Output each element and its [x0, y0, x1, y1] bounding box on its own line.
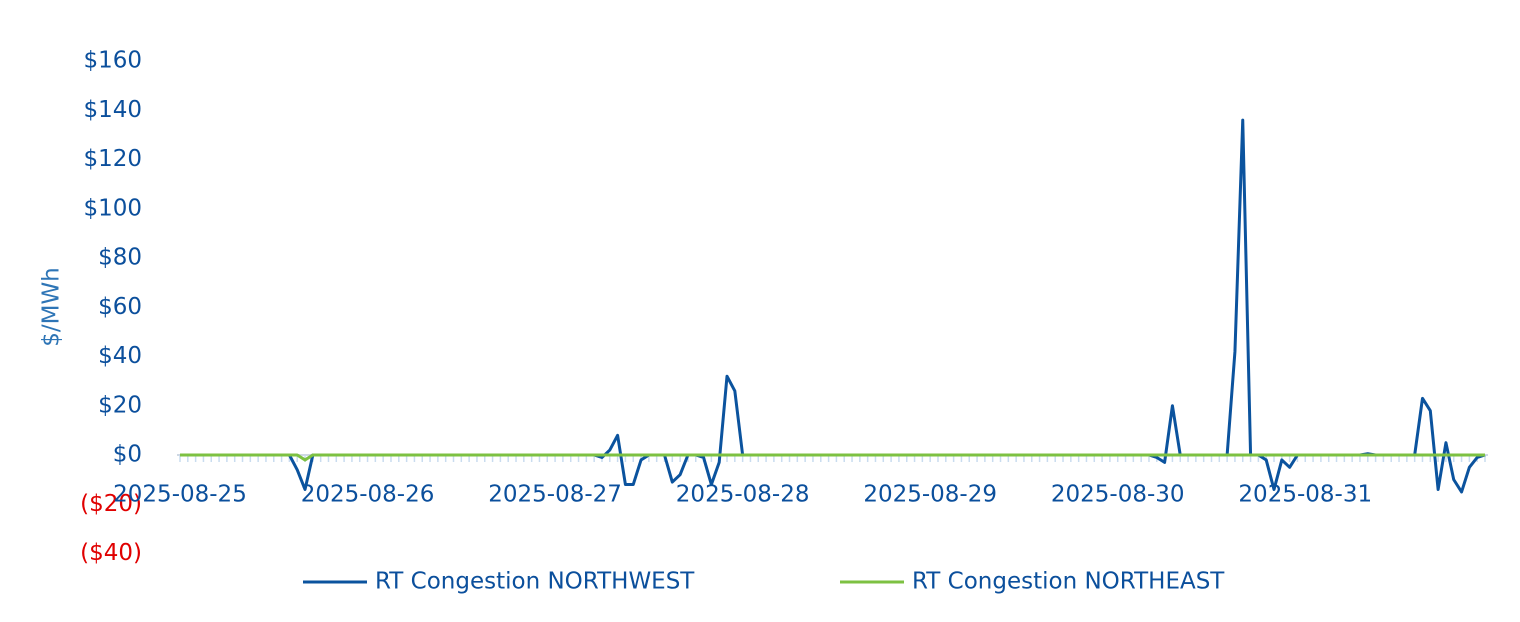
x-tick-label: 2025-08-28 [676, 482, 810, 508]
x-tick-label: 2025-08-27 [488, 482, 622, 508]
x-tick-label: 2025-08-25 [113, 482, 247, 508]
x-tick-label: 2025-08-30 [1051, 482, 1185, 508]
y-tick-label: $100 [83, 195, 142, 221]
y-tick-label: ($40) [80, 540, 142, 566]
x-tick-label: 2025-08-31 [1238, 482, 1372, 508]
y-tick-label: $60 [98, 294, 142, 320]
y-axis-title: $/MWh [39, 267, 65, 347]
y-tick-label: $40 [98, 343, 142, 369]
legend-label: RT Congestion NORTHWEST [375, 569, 695, 595]
y-tick-label: $20 [98, 392, 142, 418]
y-tick-label: $0 [113, 442, 142, 468]
y-tick-label: ($20) [80, 491, 142, 517]
y-tick-label: $140 [83, 97, 142, 123]
series-line [180, 453, 1485, 462]
legend-label: RT Congestion NORTHEAST [912, 569, 1225, 595]
x-tick-label: 2025-08-26 [301, 482, 435, 508]
series-line [180, 118, 1486, 494]
x-tick-label: 2025-08-29 [863, 482, 997, 508]
y-tick-label: $80 [98, 245, 142, 271]
y-tick-label: $160 [83, 48, 142, 74]
y-tick-label: $120 [83, 146, 142, 172]
